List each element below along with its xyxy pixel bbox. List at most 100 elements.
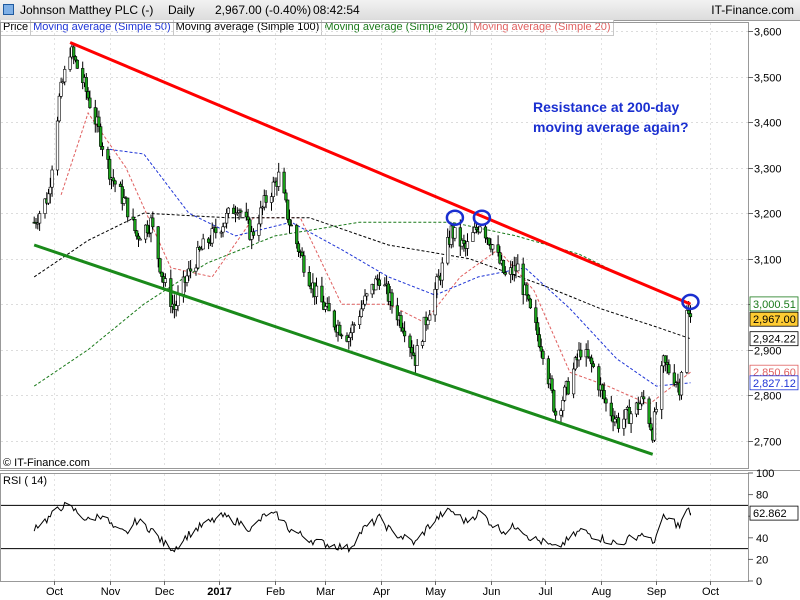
candle-body bbox=[111, 177, 115, 182]
price-tick-label: 3,200 bbox=[754, 209, 782, 221]
candle-body bbox=[133, 219, 137, 232]
candle-body bbox=[363, 295, 367, 305]
candle-body bbox=[88, 97, 92, 108]
candle-body bbox=[573, 357, 577, 370]
candle-body bbox=[408, 335, 412, 348]
candle-body bbox=[622, 418, 626, 429]
time-tick-label: Aug bbox=[592, 586, 612, 598]
candle-body bbox=[491, 244, 495, 250]
candle-body bbox=[357, 316, 362, 326]
candle-body bbox=[562, 386, 567, 401]
candle-body bbox=[300, 251, 304, 256]
candle-body bbox=[174, 305, 178, 310]
candle-body bbox=[314, 285, 319, 297]
candle-body bbox=[286, 199, 290, 220]
price-label: 2,827.12 bbox=[753, 378, 796, 390]
candle-body bbox=[503, 272, 507, 275]
candle-body bbox=[374, 278, 378, 291]
candle-body bbox=[501, 259, 506, 273]
candle-body bbox=[277, 171, 281, 187]
candle-body bbox=[295, 225, 299, 245]
candle-body bbox=[46, 193, 51, 204]
candle-body bbox=[478, 226, 482, 233]
legend-sma-100[interactable]: Moving average (Simple 100) bbox=[172, 20, 323, 36]
candle-body bbox=[377, 279, 382, 286]
instrument-name: Johnson Matthey PLC (-) bbox=[20, 3, 154, 17]
candle-body bbox=[537, 334, 541, 347]
candle-body bbox=[525, 284, 529, 296]
candle-body bbox=[411, 352, 416, 356]
candle-body bbox=[559, 410, 563, 416]
candle-body bbox=[221, 226, 225, 233]
candle-body bbox=[426, 319, 430, 326]
candle-body bbox=[483, 226, 488, 239]
candle-body bbox=[97, 116, 101, 127]
sma-100-line bbox=[33, 212, 691, 340]
candle-body bbox=[106, 149, 110, 160]
candle-body bbox=[359, 308, 364, 317]
candle-body bbox=[613, 418, 617, 423]
candle-body bbox=[663, 355, 667, 363]
candle-body bbox=[642, 396, 646, 400]
rsi-line bbox=[33, 501, 691, 554]
sma-200-line bbox=[33, 221, 691, 387]
candle-body bbox=[225, 213, 229, 224]
highlight-circle bbox=[445, 209, 465, 226]
candle-body bbox=[652, 411, 657, 441]
candle-body bbox=[534, 307, 538, 323]
candle-body bbox=[446, 237, 450, 264]
candle-body bbox=[415, 345, 419, 366]
rsi-tick-label: 40 bbox=[756, 533, 768, 545]
candle-body bbox=[338, 324, 342, 336]
candle-body bbox=[246, 216, 250, 221]
candle-body bbox=[50, 169, 54, 188]
candle-body bbox=[528, 298, 532, 309]
candle-body bbox=[629, 413, 633, 424]
time-tick-label: Nov bbox=[101, 586, 121, 598]
price-tick-label: 3,400 bbox=[754, 118, 782, 130]
candle-body bbox=[138, 238, 142, 241]
price-tick-label: 3,500 bbox=[754, 73, 782, 85]
candle-body bbox=[654, 408, 658, 413]
candle-body bbox=[566, 381, 570, 395]
candle-body bbox=[48, 186, 52, 195]
legend-sma-200[interactable]: Moving average (Simple 200) bbox=[321, 20, 472, 36]
title-bar: Johnson Matthey PLC (-) Daily 2,967.00 (… bbox=[0, 0, 800, 21]
candle-body bbox=[453, 227, 457, 239]
candle-body bbox=[640, 396, 644, 405]
time-tick-label: Sep bbox=[647, 586, 667, 598]
candle-body bbox=[471, 232, 475, 242]
candle-body bbox=[365, 293, 369, 297]
candle-body bbox=[496, 244, 500, 253]
candle-body bbox=[257, 223, 261, 236]
candle-body bbox=[332, 310, 337, 328]
candle-body bbox=[207, 238, 211, 243]
rsi-tick-label: 100 bbox=[756, 468, 774, 480]
candle-body bbox=[214, 227, 218, 234]
candle-body bbox=[232, 207, 236, 214]
price-label-box bbox=[749, 331, 799, 347]
time-tick-label: Feb bbox=[266, 586, 285, 598]
candle-body bbox=[435, 276, 439, 290]
candle-body bbox=[118, 183, 123, 187]
candle-body bbox=[57, 95, 61, 122]
candle-body bbox=[602, 390, 606, 400]
time-tick-label: Jun bbox=[483, 586, 501, 598]
rsi-value-box bbox=[749, 505, 799, 521]
candle-body bbox=[199, 248, 204, 251]
candle-body bbox=[296, 243, 301, 252]
series-legend: Price Moving average (Simple 50) Moving av… bbox=[0, 20, 614, 36]
candle-body bbox=[552, 390, 556, 412]
price-label: 3,000.51 bbox=[753, 299, 796, 311]
candle-body bbox=[259, 207, 263, 225]
price-tick-label: 3,600 bbox=[754, 27, 782, 39]
candle-body bbox=[428, 314, 432, 321]
candle-body bbox=[135, 230, 139, 237]
quote-time: 08:42:54 bbox=[313, 3, 360, 17]
candle-body bbox=[226, 207, 231, 214]
candle-body bbox=[37, 213, 42, 224]
candle-body bbox=[609, 402, 613, 417]
chart-app-icon bbox=[3, 4, 14, 15]
candle-body bbox=[59, 81, 63, 97]
